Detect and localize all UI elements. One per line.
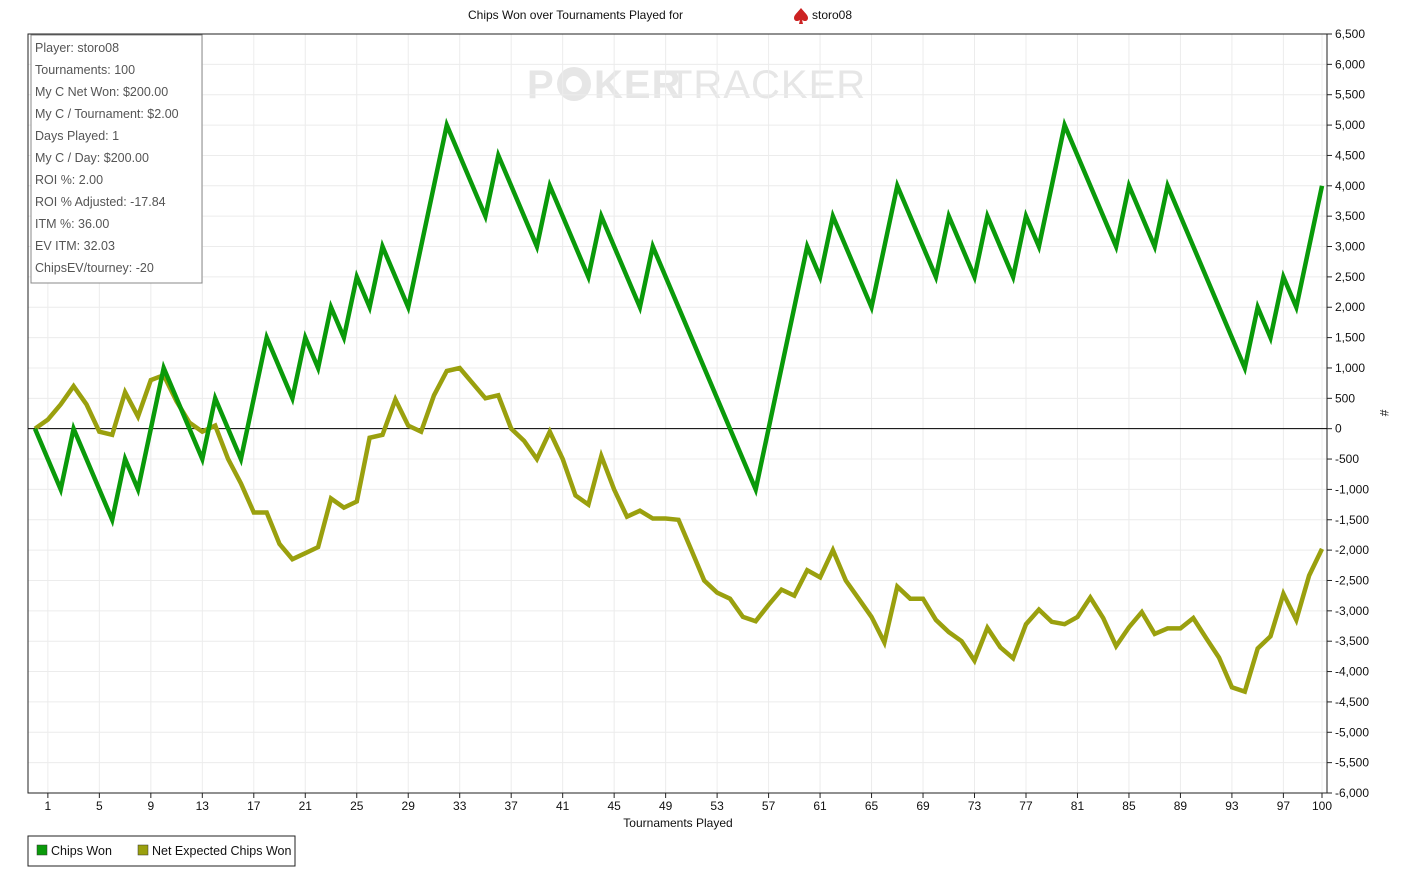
y-tick-label: 3,000 <box>1335 240 1365 254</box>
y-tick-label: 6,500 <box>1335 27 1365 41</box>
chart-title-player: storo08 <box>812 8 852 22</box>
y-tick-label: -1,000 <box>1335 482 1369 496</box>
legend-label: Net Expected Chips Won <box>152 844 291 858</box>
x-tick-label: 29 <box>402 799 416 813</box>
x-tick-label: 73 <box>968 799 982 813</box>
x-tick-label: 61 <box>813 799 827 813</box>
x-tick-label: 97 <box>1277 799 1291 813</box>
y-tick-label: -3,500 <box>1335 634 1369 648</box>
stats-box: Player: storo08 Tournaments: 100 My C Net … <box>30 34 203 284</box>
x-tick-label: 17 <box>247 799 261 813</box>
x-tick-label: 81 <box>1071 799 1085 813</box>
stats-line: ROI % Adjusted: -17.84 <box>35 195 166 209</box>
legend-border <box>27 835 296 867</box>
y-tick-label: -5,500 <box>1335 756 1369 770</box>
legend: Chips Won Net Expected Chips Won <box>27 835 296 867</box>
legend-swatch <box>137 844 149 856</box>
stats-line: My C Net Won: $200.00 <box>35 85 168 99</box>
y-tick-label: 5,000 <box>1335 118 1365 132</box>
y-tick-label: -2,000 <box>1335 543 1369 557</box>
stats-line: My C / Tournament: $2.00 <box>35 107 179 121</box>
x-tick-label: 9 <box>147 799 154 813</box>
y-tick-label: 4,000 <box>1335 179 1365 193</box>
x-tick-label: 45 <box>607 799 621 813</box>
y-tick-label: 2,500 <box>1335 270 1365 284</box>
y-tick-label: 1,000 <box>1335 361 1365 375</box>
x-tick-label: 53 <box>710 799 724 813</box>
y-axis-title: # <box>1377 410 1391 417</box>
series-line-chips-won <box>32 117 1325 528</box>
y-tick-label: -2,500 <box>1335 573 1369 587</box>
x-tick-label: 100 <box>1312 799 1332 813</box>
y-tick-label: -6,000 <box>1335 786 1369 800</box>
y-tick-label: 500 <box>1335 391 1355 405</box>
x-tick-label: 49 <box>659 799 673 813</box>
stats-line: EV ITM: 32.03 <box>35 239 115 253</box>
stats-line: Tournaments: 100 <box>35 63 135 77</box>
x-tick-label: 89 <box>1174 799 1188 813</box>
series-layer <box>32 117 1325 695</box>
stats-line: ChipsEV/tourney: -20 <box>35 261 154 275</box>
y-tick-label: -1,500 <box>1335 513 1369 527</box>
y-tick-label: -4,000 <box>1335 665 1369 679</box>
x-tick-label: 5 <box>96 799 103 813</box>
y-tick-label: -500 <box>1335 452 1359 466</box>
x-tick-label: 41 <box>556 799 570 813</box>
y-axis: -6,000 -5,500 -5,000 -4,500 -4,000 -3,500 -3,0… <box>1327 27 1369 800</box>
y-tick-label: 1,500 <box>1335 331 1365 345</box>
x-tick-label: 33 <box>453 799 467 813</box>
y-tick-label: 6,000 <box>1335 57 1365 71</box>
y-tick-label: 4,500 <box>1335 148 1365 162</box>
x-tick-label: 21 <box>299 799 313 813</box>
y-tick-label: 0 <box>1335 422 1342 436</box>
x-tick-label: 69 <box>916 799 930 813</box>
x-tick-label: 13 <box>196 799 210 813</box>
chart-title: Chips Won over Tournaments Played for <box>468 8 683 22</box>
poker-chip-icon-center <box>566 76 582 92</box>
watermark-text-tracker: TRACKER <box>668 63 866 107</box>
stats-line: ITM %: 36.00 <box>35 217 109 231</box>
legend-label: Chips Won <box>51 844 112 858</box>
pokertracker-watermark: P KER TRACKER <box>527 63 866 107</box>
x-tick-label: 77 <box>1019 799 1033 813</box>
x-axis: 1 5 9 13 17 21 25 29 33 37 41 45 49 53 57 61 65 69 73 77 81 8… <box>45 793 1332 813</box>
y-tick-label: -3,000 <box>1335 604 1369 618</box>
y-tick-label: 2,000 <box>1335 300 1365 314</box>
stats-line: Player: storo08 <box>35 41 119 55</box>
x-axis-title: Tournaments Played <box>623 816 732 830</box>
x-tick-label: 37 <box>505 799 519 813</box>
stats-line: Days Played: 1 <box>35 129 119 143</box>
legend-swatch <box>36 844 48 856</box>
stats-line: ROI %: 2.00 <box>35 173 103 187</box>
y-tick-label: 3,500 <box>1335 209 1365 223</box>
x-tick-label: 25 <box>350 799 364 813</box>
plot-area <box>27 33 1328 794</box>
x-tick-label: 65 <box>865 799 879 813</box>
series-line-net-expected-chips-won <box>33 365 1325 695</box>
y-tick-label: -5,000 <box>1335 725 1369 739</box>
stats-line: My C / Day: $200.00 <box>35 151 149 165</box>
y-tick-label: 5,500 <box>1335 88 1365 102</box>
x-tick-label: 85 <box>1122 799 1136 813</box>
x-tick-label: 93 <box>1225 799 1239 813</box>
spade-icon <box>794 8 808 24</box>
x-tick-label: 57 <box>762 799 776 813</box>
stats-box-border <box>30 34 203 284</box>
watermark-text-p: P <box>527 63 555 107</box>
x-tick-label: 1 <box>45 799 52 813</box>
y-tick-label: -4,500 <box>1335 695 1369 709</box>
